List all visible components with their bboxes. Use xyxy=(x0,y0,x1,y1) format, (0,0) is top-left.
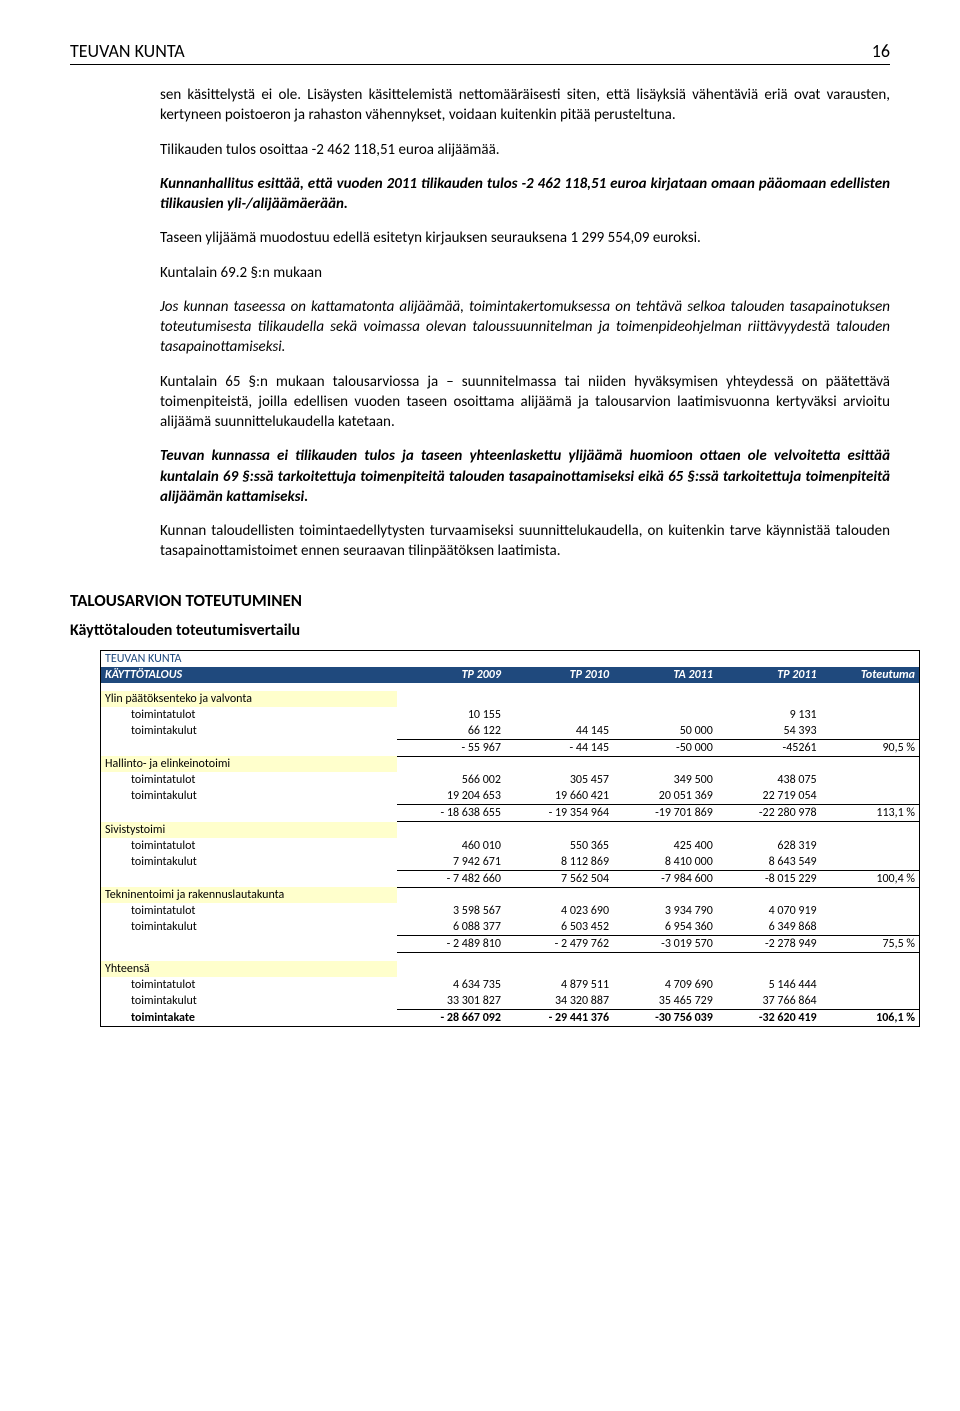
table-row: toimintatulot 10 155 9 131 xyxy=(101,707,920,723)
page: TEUVAN KUNTA 16 sen käsittelystä ei ole.… xyxy=(0,0,960,1057)
row-label: toimintatulot xyxy=(101,707,397,723)
table-row: toimintakulut 33 301 827 34 320 887 35 4… xyxy=(101,993,920,1010)
spacer xyxy=(101,953,920,962)
header-page-number: 16 xyxy=(872,40,890,62)
col-header-0: KÄYTTÖTALOUS xyxy=(101,667,397,683)
table-row: toimintatulot 3 598 567 4 023 690 3 934 … xyxy=(101,903,920,919)
paragraph-3: Kunnanhallitus esittää, että vuoden 2011… xyxy=(160,174,890,215)
table-row: toimintatulot 460 010 550 365 425 400 62… xyxy=(101,838,920,854)
table-row: toimintakulut 6 088 377 6 503 452 6 954 … xyxy=(101,919,920,936)
header-org: TEUVAN KUNTA xyxy=(70,40,185,62)
row-label: toimintatulot xyxy=(101,772,397,788)
paragraph-1: sen käsittelystä ei ole. Lisäysten käsit… xyxy=(160,85,890,126)
paragraph-7: Kuntalain 65 §:n mukaan talousarviossa j… xyxy=(160,372,890,433)
table-row: Yhteensä xyxy=(101,961,920,977)
row-label: toimintakulut xyxy=(101,723,397,740)
header-divider xyxy=(70,64,890,65)
paragraph-4: Taseen ylijäämä muodostuu edellä esitety… xyxy=(160,228,890,248)
col-header-4: TP 2011 xyxy=(717,667,821,683)
section-heading: TALOUSARVION TOTEUTUMINEN xyxy=(70,590,890,611)
table-row: Tekninentoimi ja rakennuslautakunta xyxy=(101,887,920,903)
body-text: sen käsittelystä ei ole. Lisäysten käsit… xyxy=(160,85,890,562)
page-header: TEUVAN KUNTA 16 xyxy=(70,40,890,62)
row-label: toimintakate xyxy=(101,1010,397,1027)
table-row: Ylin päätöksenteko ja valvonta xyxy=(101,691,920,707)
section-label: Ylin päätöksenteko ja valvonta xyxy=(101,691,397,707)
table-row: toimintakulut 19 204 653 19 660 421 20 0… xyxy=(101,788,920,805)
row-label: toimintatulot xyxy=(101,903,397,919)
row-label: toimintakulut xyxy=(101,993,397,1010)
row-label: toimintakulut xyxy=(101,788,397,805)
paragraph-5: Kuntalain 69.2 §:n mukaan xyxy=(160,263,890,283)
table-row: toimintatulot 4 634 735 4 879 511 4 709 … xyxy=(101,977,920,993)
row-label: toimintatulot xyxy=(101,977,397,993)
section-label: Sivistystoimi xyxy=(101,822,397,838)
table-row: - 55 967 - 44 145 -50 000 -45261 90,5 % xyxy=(101,739,920,756)
table-row: toimintakulut 7 942 671 8 112 869 8 410 … xyxy=(101,854,920,871)
col-header-3: TA 2011 xyxy=(613,667,717,683)
paragraph-9: Kunnan taloudellisten toimintaedellytyst… xyxy=(160,521,890,562)
table-row: toimintatulot 566 002 305 457 349 500 43… xyxy=(101,772,920,788)
section-subheading: Käyttötalouden toteutumisvertailu xyxy=(70,621,890,640)
table-row: Sivistystoimi xyxy=(101,822,920,838)
spacer xyxy=(101,683,920,691)
paragraph-8: Teuvan kunnassa ei tilikauden tulos ja t… xyxy=(160,446,890,507)
table-header-row: KÄYTTÖTALOUS TP 2009 TP 2010 TA 2011 TP … xyxy=(101,667,920,683)
section-label: Tekninentoimi ja rakennuslautakunta xyxy=(101,887,397,903)
col-header-2: TP 2010 xyxy=(505,667,613,683)
paragraph-6: Jos kunnan taseessa on kattamatonta alij… xyxy=(160,297,890,358)
table-row: - 7 482 660 7 562 504 -7 984 600 -8 015 … xyxy=(101,870,920,887)
table-row: Hallinto- ja elinkeinotoimi xyxy=(101,756,920,772)
table-row: - 18 638 655 - 19 354 964 -19 701 869 -2… xyxy=(101,805,920,822)
section-label: Yhteensä xyxy=(101,961,397,977)
table-row: toimintakate - 28 667 092 - 29 441 376 -… xyxy=(101,1010,920,1027)
table-title: TEUVAN KUNTA xyxy=(101,650,920,667)
row-label: toimintakulut xyxy=(101,854,397,871)
col-header-5: Toteutuma xyxy=(821,667,920,683)
budget-table: TEUVAN KUNTA KÄYTTÖTALOUS TP 2009 TP 201… xyxy=(100,650,920,1028)
section-label: Hallinto- ja elinkeinotoimi xyxy=(101,756,397,772)
col-header-1: TP 2009 xyxy=(397,667,505,683)
table-row: toimintakulut 66 122 44 145 50 000 54 39… xyxy=(101,723,920,740)
row-label: toimintakulut xyxy=(101,919,397,936)
table-row: - 2 489 810 - 2 479 762 -3 019 570 -2 27… xyxy=(101,936,920,953)
paragraph-2: Tilikauden tulos osoittaa -2 462 118,51 … xyxy=(160,140,890,160)
row-label: toimintatulot xyxy=(101,838,397,854)
